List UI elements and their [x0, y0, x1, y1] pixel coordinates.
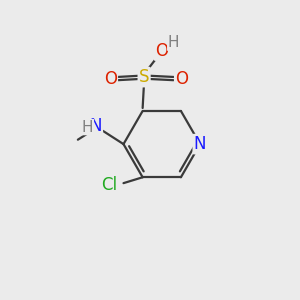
Text: H: H	[82, 119, 93, 134]
Text: N: N	[194, 135, 206, 153]
Text: S: S	[139, 68, 149, 86]
Text: Cl: Cl	[101, 176, 117, 194]
Text: O: O	[175, 70, 188, 88]
Text: H: H	[168, 35, 179, 50]
Text: O: O	[155, 42, 168, 60]
Text: N: N	[89, 117, 102, 135]
Text: O: O	[104, 70, 117, 88]
